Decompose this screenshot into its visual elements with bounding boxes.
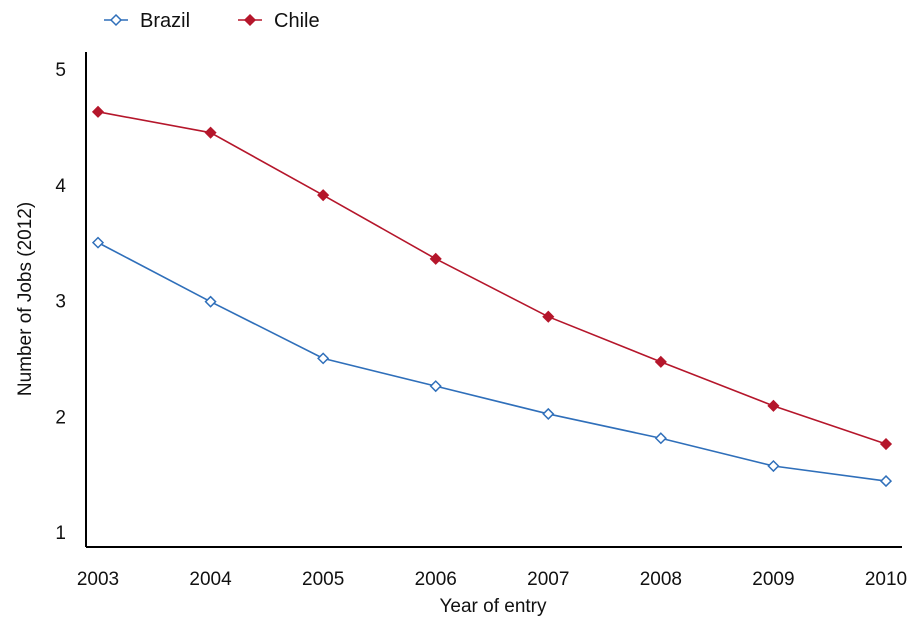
series-line <box>97 111 887 445</box>
data-point <box>204 126 217 139</box>
x-axis-label: Year of entry <box>439 596 547 617</box>
y-tick-label: 1 <box>55 523 66 544</box>
legend: Brazil Chile <box>104 10 320 32</box>
legend-label: Chile <box>274 10 320 32</box>
y-axis-label: Number of Jobs (2012) <box>15 202 36 396</box>
x-tick-label: 2009 <box>752 569 794 590</box>
legend-item: Chile <box>238 10 320 32</box>
data-point <box>879 475 893 488</box>
axes <box>85 52 902 548</box>
data-point <box>317 189 330 202</box>
data-point <box>767 399 780 412</box>
data-point <box>654 355 667 368</box>
legend-marker <box>109 13 123 27</box>
data-point <box>654 432 667 445</box>
data-point <box>542 310 555 323</box>
data-point <box>542 407 555 420</box>
legend-label: Brazil <box>140 10 190 32</box>
x-tick-label: 2005 <box>302 569 344 590</box>
y-tick-label: 5 <box>55 60 66 81</box>
data-point <box>91 236 105 249</box>
x-tick-label: 2006 <box>415 569 457 590</box>
y-tick-label: 2 <box>55 407 66 428</box>
data-point <box>91 105 105 118</box>
y-tick-label: 3 <box>55 292 66 313</box>
data-point <box>317 352 330 365</box>
data-point <box>204 295 217 308</box>
x-tick-label: 2008 <box>640 569 682 590</box>
data-point <box>767 459 780 473</box>
legend-marker <box>243 13 257 27</box>
x-tick-label: 2004 <box>189 569 232 590</box>
x-tick-label: 2010 <box>865 569 907 590</box>
x-tick-label: 2007 <box>527 569 569 590</box>
data-point <box>879 437 893 451</box>
y-tick-label: 4 <box>55 176 66 197</box>
series-line <box>97 241 887 482</box>
tick-labels: 1 2 3 4 5 2003 2004 2005 2006 2007 2008 2009 2010 <box>55 60 907 590</box>
series-brazil <box>91 236 893 488</box>
series-chile <box>91 105 893 451</box>
data-point <box>429 380 442 393</box>
data-point <box>429 252 442 265</box>
legend-item: Brazil <box>104 10 190 32</box>
series-layer <box>91 105 893 488</box>
x-tick-label: 2003 <box>77 569 119 590</box>
